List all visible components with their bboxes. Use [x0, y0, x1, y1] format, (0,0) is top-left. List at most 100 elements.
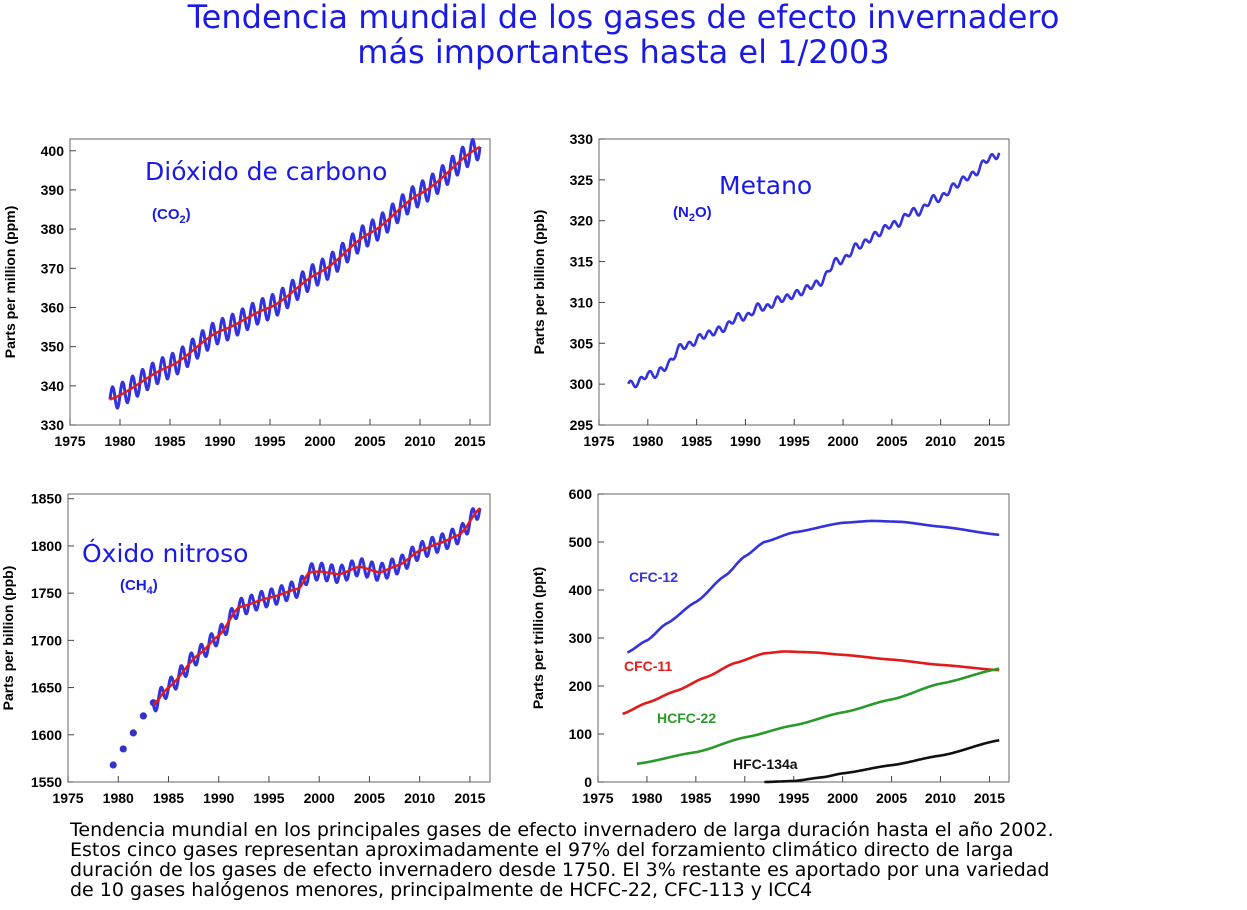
chart-cfc: 1975 1980 1985 1990 1995 2000 2005 2010 2015 0 100…	[530, 486, 1010, 806]
plot-frame	[597, 493, 1010, 783]
y-tick-label: 1600	[31, 727, 62, 743]
x-tick-label: 2010	[925, 790, 956, 806]
caption-line-2: Estos cinco gases representan aproximada…	[70, 839, 1014, 861]
chart-title: Metano	[719, 171, 812, 200]
series-line-cfc-11	[621, 650, 1001, 716]
x-tick-label: 2000	[827, 790, 858, 806]
chart-co2: 1975 1980 1985 1990 1995 2000 2005 2010 2015 330 3…	[2, 138, 491, 449]
data-point	[139, 712, 147, 720]
x-tick-label: 2010	[404, 433, 435, 449]
y-tick-label: 1850	[31, 491, 62, 507]
y-tick-label: 295	[570, 417, 594, 433]
y-tick-label: 320	[570, 213, 594, 229]
page-title-line-1: Tendencia mundial de los gases de efecto…	[187, 0, 1060, 36]
x-tick-label: 1995	[253, 790, 284, 806]
x-tick-label: 1975	[52, 790, 83, 806]
chart-title: Dióxido de carbono	[145, 157, 387, 186]
series-label: HCFC-22	[657, 710, 716, 726]
x-tick-label: 2015	[454, 433, 485, 449]
x-tick-label: 1975	[582, 790, 613, 806]
y-tick-label: 1650	[31, 680, 62, 696]
x-tick-label: 2000	[827, 433, 858, 449]
x-tick-label: 1990	[730, 433, 761, 449]
chart-subtitle: (CO2)	[152, 206, 191, 226]
series-line	[109, 145, 481, 401]
x-tick-label: 1995	[778, 790, 809, 806]
y-axis-label: Parts per million (ppm)	[2, 206, 18, 358]
x-tick-label: 1985	[153, 790, 184, 806]
series-label: CFC-12	[629, 569, 678, 585]
caption-line-1: Tendencia mundial en los principales gas…	[70, 819, 1054, 841]
y-tick-label: 300	[569, 630, 593, 646]
series-line-hcfc-22	[636, 667, 1001, 766]
y-tick-label: 500	[569, 534, 593, 550]
y-tick-label: 600	[569, 486, 593, 502]
y-axis-label: Parts per trillion (ppt)	[530, 567, 546, 709]
x-tick-label: 1980	[632, 433, 663, 449]
y-tick-label: 330	[41, 417, 65, 433]
y-tick-label: 1750	[31, 585, 62, 601]
chart-grid: 1975 1980 1985 1990 1995 2000 2005 2010 20153303…	[0, 131, 1010, 806]
y-tick-label: 360	[41, 299, 65, 315]
y-tick-label: 305	[570, 335, 594, 351]
x-tick-label: 2000	[304, 433, 335, 449]
chart-ch4: 1975 1980 1985 1990 1995 2000 2005 2010 2015 295 3…	[531, 131, 1010, 449]
chart-title: Óxido nitroso	[82, 538, 248, 568]
y-tick-label: 400	[41, 143, 65, 159]
figure-caption: Tendencia mundial en los principales gas…	[70, 820, 1247, 900]
series-label: CFC-11	[624, 658, 672, 674]
x-tick-label: 1990	[203, 790, 234, 806]
x-tick-label: 2005	[876, 790, 907, 806]
x-tick-label: 1980	[104, 433, 135, 449]
chart-subtitle: (CH4)	[120, 577, 158, 597]
y-tick-label: 0	[584, 774, 592, 790]
y-tick-label: 350	[41, 339, 65, 355]
data-point	[129, 729, 137, 737]
chart-n2o: 1975 1980 1985 1990 1995 2000 2005 2010 2015 1550…	[0, 491, 491, 806]
x-tick-label: 2005	[354, 790, 385, 806]
y-tick-label: 400	[569, 582, 593, 598]
page-title-line-2: más importantes hasta el 1/2003	[357, 33, 890, 71]
x-tick-label: 2015	[974, 433, 1005, 449]
x-tick-label: 1980	[631, 790, 662, 806]
x-tick-label: 2005	[876, 433, 907, 449]
x-tick-label: 1985	[154, 433, 185, 449]
y-tick-label: 380	[41, 221, 65, 237]
x-tick-label: 1975	[54, 433, 85, 449]
page-title: Tendencia mundial de los gases de efecto…	[0, 0, 1247, 70]
y-axis-label: Parts per billion (ppb)	[0, 566, 16, 711]
y-tick-label: 100	[569, 726, 593, 742]
plot-frame	[598, 138, 1010, 426]
x-tick-label: 1995	[254, 433, 285, 449]
y-tick-label: 310	[570, 294, 594, 310]
y-tick-label: 315	[570, 254, 594, 270]
x-tick-label: 2000	[304, 790, 335, 806]
series-line	[152, 507, 481, 706]
y-tick-label: 200	[569, 678, 593, 694]
x-tick-label: 1980	[103, 790, 134, 806]
x-tick-label: 1990	[729, 790, 760, 806]
x-tick-label: 2010	[404, 790, 435, 806]
x-tick-label: 1995	[779, 433, 810, 449]
x-tick-label: 1990	[204, 433, 235, 449]
y-tick-label: 330	[570, 131, 594, 147]
y-tick-label: 340	[41, 378, 65, 394]
data-point	[109, 761, 117, 769]
chart-subtitle: (N2O)	[673, 204, 712, 224]
x-tick-label: 1985	[681, 433, 712, 449]
series-line	[627, 152, 1001, 389]
y-tick-label: 325	[570, 172, 594, 188]
x-tick-label: 2015	[974, 790, 1005, 806]
y-tick-label: 1800	[31, 538, 62, 554]
y-tick-label: 390	[41, 182, 65, 198]
series-line	[151, 507, 482, 713]
y-tick-label: 370	[41, 260, 65, 276]
x-tick-label: 2015	[454, 790, 485, 806]
y-tick-label: 1700	[31, 632, 62, 648]
x-tick-label: 2010	[925, 433, 956, 449]
plot-frame	[67, 493, 491, 783]
series-label: HFC-134a	[733, 756, 798, 772]
y-axis-label: Parts per billion (ppb)	[531, 210, 547, 355]
y-tick-label: 1550	[31, 774, 62, 790]
series-line-cfc-12	[626, 519, 1001, 654]
